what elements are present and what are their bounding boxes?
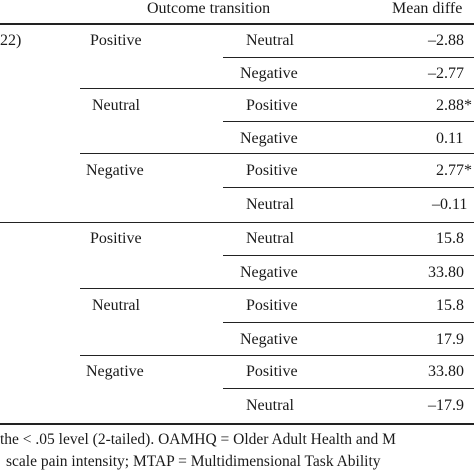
bottom-rule — [0, 423, 474, 425]
block-rule — [80, 88, 474, 89]
group1-to-negative: Negative — [240, 65, 298, 82]
group2-to-positive: Positive — [246, 297, 298, 314]
group1-to-positive: Positive — [246, 97, 298, 114]
group1-value: 0.11 — [436, 130, 464, 147]
group1-from-neutral: Neutral — [92, 97, 140, 114]
group1-from-negative: Negative — [86, 162, 144, 179]
group2-to-negative: Negative — [240, 264, 298, 281]
header-rule — [0, 23, 474, 25]
footnote-line-1: the < .05 level (2-tailed). OAMHQ = Olde… — [0, 431, 396, 448]
group1-from-positive: Positive — [90, 32, 142, 49]
block-rule — [80, 153, 474, 154]
group2-to-negative: Negative — [240, 331, 298, 348]
group2-value: 33.80 — [428, 264, 464, 281]
group1-value: 2.88* — [436, 97, 472, 114]
group-rule — [0, 222, 474, 223]
group2-value: –17.9 — [428, 397, 464, 414]
block-rule — [80, 288, 474, 289]
row-rule — [223, 187, 474, 188]
header-outcome-transition: Outcome transition — [147, 0, 271, 17]
group2-to-neutral: Neutral — [246, 230, 294, 247]
group1-to-neutral: Neutral — [246, 196, 294, 213]
group2-from-negative: Negative — [86, 363, 144, 380]
group1-to-neutral: Neutral — [246, 32, 294, 49]
group1-to-positive: Positive — [246, 162, 298, 179]
group2-value: 17.9 — [436, 331, 464, 348]
footnote-line-2: scale pain intensity; MTAP = Multidimens… — [6, 453, 381, 470]
group1-label: 22) — [0, 32, 22, 49]
group1-value: –2.77 — [428, 65, 464, 82]
group2-from-neutral: Neutral — [92, 297, 140, 314]
row-rule — [223, 57, 474, 58]
header-mean-difference: Mean diffe — [392, 0, 463, 17]
row-rule — [223, 322, 474, 323]
group2-value: 15.8 — [436, 297, 464, 314]
group2-from-positive: Positive — [90, 230, 142, 247]
group1-to-negative: Negative — [240, 130, 298, 147]
group1-value: –2.88 — [428, 32, 464, 49]
row-rule — [223, 121, 474, 122]
group2-value: 33.80 — [428, 363, 464, 380]
group2-to-neutral: Neutral — [246, 397, 294, 414]
row-rule — [223, 255, 474, 256]
group1-value: 2.77* — [436, 162, 472, 179]
row-rule — [223, 388, 474, 389]
group2-value: 15.8 — [436, 230, 464, 247]
block-rule — [80, 355, 474, 356]
group1-value: –0.11 — [432, 196, 468, 213]
group2-to-positive: Positive — [246, 363, 298, 380]
